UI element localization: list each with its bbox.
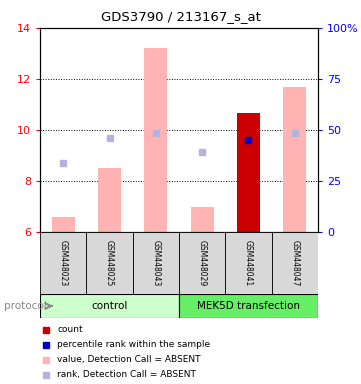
Text: GSM448041: GSM448041 bbox=[244, 240, 253, 286]
Bar bbox=[132, 232, 179, 294]
Bar bbox=[86, 232, 132, 294]
Text: rank, Detection Call = ABSENT: rank, Detection Call = ABSENT bbox=[57, 370, 196, 379]
Bar bbox=[52, 217, 75, 232]
Text: protocol: protocol bbox=[4, 301, 46, 311]
Bar bbox=[283, 87, 306, 232]
Text: GSM448023: GSM448023 bbox=[59, 240, 68, 286]
Text: value, Detection Call = ABSENT: value, Detection Call = ABSENT bbox=[57, 355, 201, 364]
Bar bbox=[98, 168, 121, 232]
Text: count: count bbox=[57, 325, 83, 334]
Text: GSM448025: GSM448025 bbox=[105, 240, 114, 286]
Text: GSM448043: GSM448043 bbox=[151, 240, 160, 286]
Text: control: control bbox=[91, 301, 128, 311]
Text: MEK5D transfection: MEK5D transfection bbox=[197, 301, 300, 311]
Text: GSM448047: GSM448047 bbox=[290, 240, 299, 286]
Bar bbox=[272, 232, 318, 294]
Bar bbox=[191, 207, 214, 232]
Bar bbox=[179, 294, 318, 318]
Bar bbox=[237, 113, 260, 232]
Bar bbox=[225, 232, 272, 294]
Text: percentile rank within the sample: percentile rank within the sample bbox=[57, 340, 210, 349]
Text: GSM448029: GSM448029 bbox=[198, 240, 206, 286]
Bar bbox=[40, 294, 179, 318]
Text: GDS3790 / 213167_s_at: GDS3790 / 213167_s_at bbox=[101, 10, 260, 23]
Bar bbox=[144, 48, 168, 232]
Bar bbox=[179, 232, 225, 294]
Bar bbox=[40, 232, 86, 294]
